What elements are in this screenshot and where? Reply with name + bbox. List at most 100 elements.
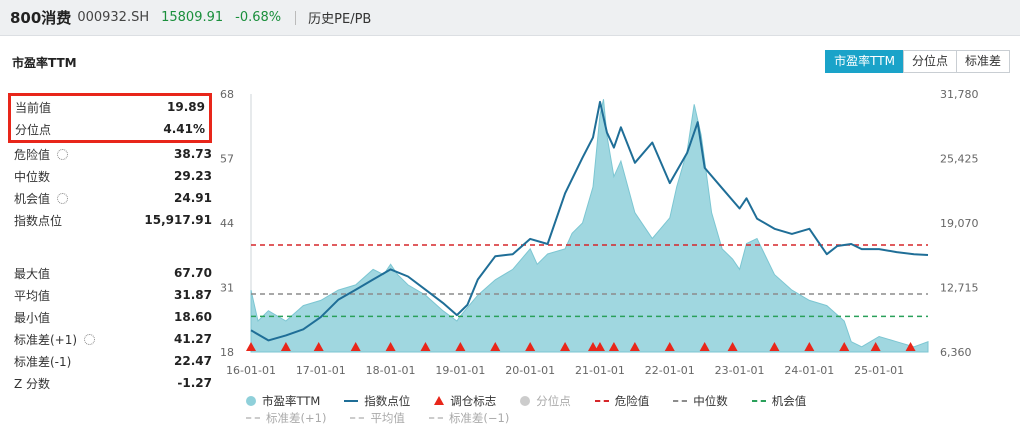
index-price: 15809.91 [161,10,224,25]
rebalance-marker [313,342,324,351]
chart-legend: 市盈率TTM 指数点位 调仓标志 分位点 危险值 中位数 机会值 标准差(+1)… [246,392,966,426]
stat-std-plus: 标准差(+1) 41.27 [10,328,216,350]
legend-mean[interactable]: 平均值 [350,410,405,426]
legend-std-plus-swatch [246,416,260,419]
x-tick-label: 16-01-01 [226,364,276,377]
index-code: 000932.SH [77,10,150,25]
stat-min-label: 最小值 [14,310,51,325]
stat-current-label: 当前值 [15,100,52,115]
stat-zscore: Z 分数 -1.27 [10,372,216,394]
index-name: 800消费 [10,9,72,27]
y-left-tick-label: 31 [220,282,234,295]
stat-std-minus-label: 标准差(-1) [14,354,72,369]
legend-pe[interactable]: 市盈率TTM [246,393,320,409]
rebalance-marker [385,342,396,351]
stat-current-value: 19.89 [167,100,205,114]
legend-std-plus[interactable]: 标准差(+1) [246,410,326,426]
rebalance-marker [490,342,501,351]
legend-std-minus[interactable]: 标准差(−1) [428,410,509,426]
stat-max: 最大值 67.70 [10,262,216,284]
legend-index[interactable]: 指数点位 [344,393,410,409]
x-tick-label: 18-01-01 [366,364,416,377]
x-tick-label: 25-01-01 [854,364,904,377]
current-highlight-box: 当前值 19.89 分位点 4.41% [8,93,212,143]
y-right-tick-label: 25,425 [940,153,979,166]
header-bar: 800消费 000932.SH 15809.91 -0.68% 历史PE/PB [0,0,1020,36]
stat-std-minus: 标准差(-1) 22.47 [10,350,216,372]
legend-median[interactable]: 中位数 [673,393,728,409]
rebalance-marker [560,342,571,351]
legend-percentile[interactable]: 分位点 [520,393,571,409]
stat-opportunity: 机会值 24.91 [10,187,216,209]
danger-settings-icon[interactable] [57,148,69,160]
stat-zscore-value: -1.27 [177,376,212,390]
rebalance-marker [587,342,598,351]
stat-danger-value: 38.73 [174,147,212,161]
x-tick-label: 23-01-01 [715,364,765,377]
rebalance-marker [804,342,815,351]
stat-mean: 平均值 31.87 [10,284,216,306]
stat-index-point-label: 指数点位 [14,213,63,228]
legend-index-swatch [344,399,359,402]
legend-mean-swatch [350,416,365,419]
legend-opportunity[interactable]: 机会值 [751,393,806,409]
stat-percentile-label: 分位点 [15,122,52,137]
pe-area-series [250,99,929,353]
stats-panel: 当前值 19.89 分位点 4.41% 危险值 38.73 中位数 29.23 … [8,93,216,394]
stat-median-value: 29.23 [174,169,212,183]
rebalance-marker [905,342,916,351]
legend-rebalance[interactable]: 调仓标志 [434,393,496,409]
stat-max-value: 67.70 [174,266,212,280]
std-settings-icon[interactable] [84,333,96,345]
stat-mean-label: 平均值 [14,288,51,303]
stat-mean-value: 31.87 [174,288,212,302]
legend-opportunity-swatch [751,399,766,402]
stat-opportunity-value: 24.91 [174,191,212,205]
legend-danger[interactable]: 危险值 [594,393,649,409]
stat-index-point: 指数点位 15,917.91 [10,209,216,231]
rebalance-marker [246,342,256,351]
y-left-tick-label: 18 [220,346,234,359]
stat-std-plus-value: 41.27 [174,332,212,346]
stat-median: 中位数 29.23 [10,165,216,187]
legend-std-minus-swatch [428,416,443,419]
legend-median-swatch [673,399,688,402]
rebalance-marker [594,342,605,351]
y-left-tick-label: 57 [220,153,234,166]
legend-pe-swatch [246,395,256,406]
opportunity-settings-icon[interactable] [57,192,69,204]
index-line-series [250,100,929,342]
pe-chart[interactable]: 18 6,360 31 12,715 44 19,070 57 25,425 68 31,780 1… [218,82,1008,382]
y-right-tick-label: 19,070 [940,217,979,230]
stat-max-label: 最大值 [14,266,51,281]
section-title: 市盈率TTM [12,56,77,70]
stat-percentile-value: 4.41% [163,122,205,136]
history-pe-pb-link[interactable]: 历史PE/PB [308,12,372,27]
rebalance-marker [420,342,431,351]
header-divider [295,10,297,25]
x-tick-label: 17-01-01 [296,364,346,377]
tab-percentile[interactable]: 分位点 [902,50,957,73]
stat-current: 当前值 19.89 [11,96,209,118]
rebalance-marker [629,342,640,351]
y-right-tick-label: 31,780 [940,88,979,101]
legend-rebalance-triangle-icon [434,396,445,405]
stat-median-label: 中位数 [14,169,51,184]
rebalance-marker [699,342,710,351]
rebalance-marker [280,342,291,351]
y-right-tick-label: 12,715 [940,282,979,295]
tab-std-dev[interactable]: 标准差 [955,50,1010,73]
tab-pe-ttm[interactable]: 市盈率TTM [825,50,904,73]
rebalance-marker [870,342,881,351]
y-right-tick-label: 6,360 [940,346,972,359]
x-tick-label: 22-01-01 [645,364,695,377]
stat-danger-label: 危险值 [14,147,51,162]
index-change: -0.68% [235,10,282,25]
legend-percentile-swatch [520,395,531,406]
stat-std-plus-label: 标准差(+1) [14,332,78,347]
stat-percentile: 分位点 4.41% [11,118,209,140]
pe-chart-svg[interactable]: 18 6,360 31 12,715 44 19,070 57 25,425 68 31,780 1… [218,82,1008,382]
stat-danger: 危险值 38.73 [10,143,216,165]
x-tick-label: 20-01-01 [505,364,555,377]
stat-opportunity-label: 机会值 [14,191,51,206]
